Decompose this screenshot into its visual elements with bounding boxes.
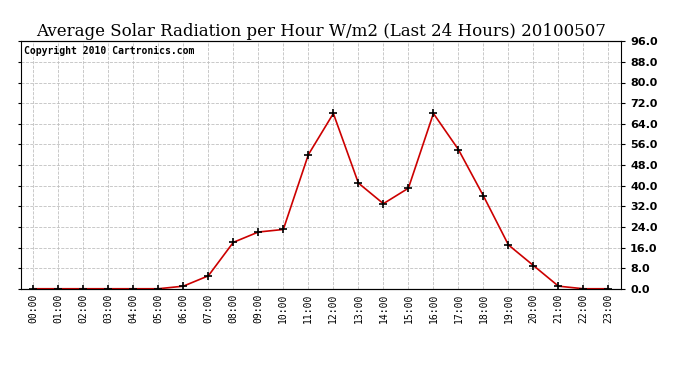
Text: Copyright 2010 Cartronics.com: Copyright 2010 Cartronics.com xyxy=(23,46,194,56)
Title: Average Solar Radiation per Hour W/m2 (Last 24 Hours) 20100507: Average Solar Radiation per Hour W/m2 (L… xyxy=(36,23,606,40)
